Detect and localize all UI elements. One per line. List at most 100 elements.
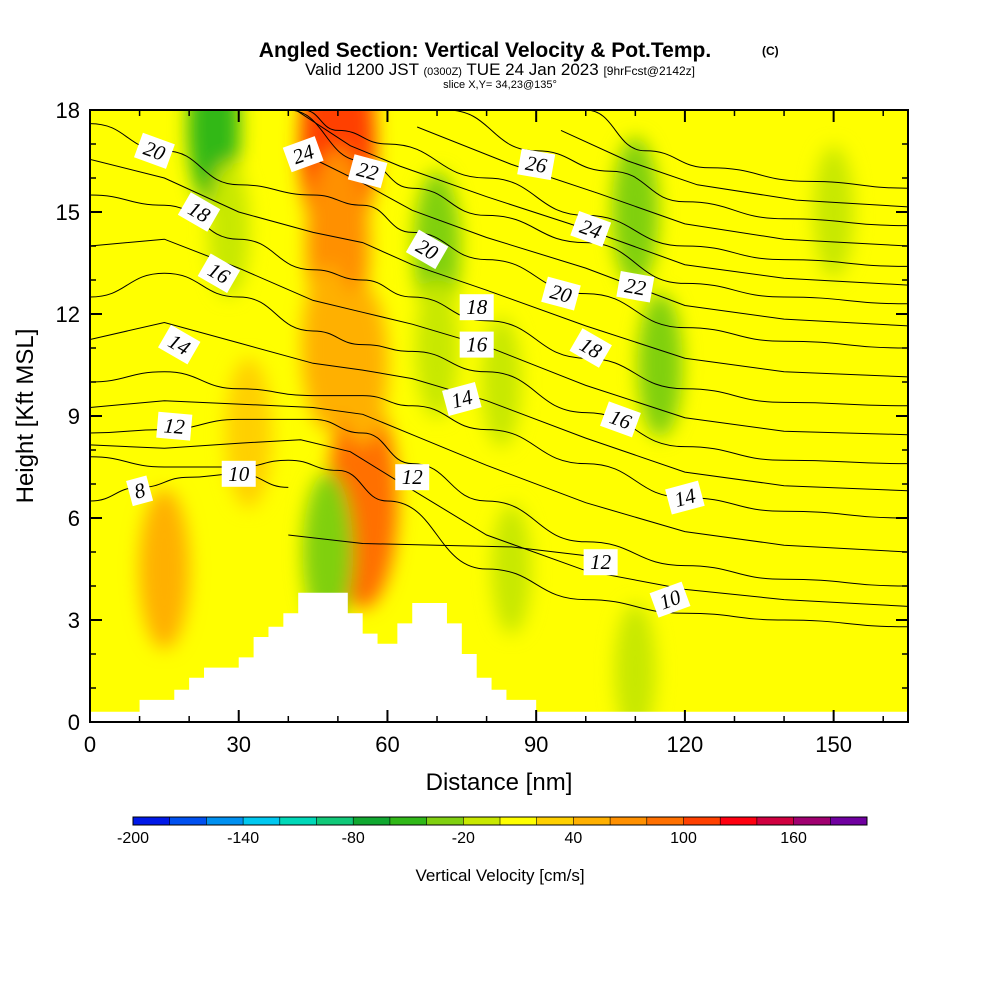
colorbar-segment bbox=[426, 817, 464, 825]
contour-label-10: 10 bbox=[221, 460, 256, 487]
velocity-cell-16 bbox=[763, 586, 805, 722]
chart-title: Angled Section: Vertical Velocity & Pot.… bbox=[259, 39, 711, 62]
colorbar-segment bbox=[279, 817, 317, 825]
x-tick-label: 90 bbox=[524, 732, 548, 757]
contour-label-text: 12 bbox=[590, 550, 612, 574]
contour-label-box bbox=[282, 136, 324, 173]
contour-label-text: 12 bbox=[163, 413, 187, 439]
contour-label-box bbox=[583, 549, 618, 576]
colorbar-segment bbox=[646, 817, 684, 825]
colorbar-segment bbox=[389, 817, 428, 825]
contour-label-box bbox=[442, 382, 482, 416]
theta-contour-mid bbox=[417, 126, 908, 247]
theta-contour-20 bbox=[90, 123, 908, 349]
contour-label-text: 10 bbox=[228, 462, 250, 486]
contour-label-8: 8 bbox=[126, 475, 154, 507]
colorbar-segment bbox=[536, 817, 574, 825]
y-tick-label: 3 bbox=[68, 608, 80, 633]
y-tick-label: 15 bbox=[56, 200, 80, 225]
contour-label-16: 16 bbox=[600, 401, 641, 438]
contour-label-text: 22 bbox=[623, 273, 648, 300]
x-tick-label: 150 bbox=[815, 732, 852, 757]
contour-label-box bbox=[600, 401, 641, 438]
colorbar-segment bbox=[463, 817, 501, 825]
contour-label-26: 26 bbox=[517, 148, 556, 181]
contour-label-box bbox=[221, 460, 256, 487]
contour-label-22: 22 bbox=[347, 154, 388, 189]
contour-label-22: 22 bbox=[616, 271, 655, 303]
slice-info: slice X,Y= 34,23@135° bbox=[443, 79, 557, 91]
y-axis-title: Height [Kft MSL] bbox=[12, 329, 39, 504]
colorbar-tick-label: 40 bbox=[565, 830, 583, 847]
velocity-cell-9 bbox=[302, 472, 354, 632]
theta-contour-18 bbox=[90, 194, 908, 407]
velocity-cell-17 bbox=[589, 415, 632, 553]
x-tick-label: 60 bbox=[375, 732, 399, 757]
x-axis-title: Distance [nm] bbox=[426, 769, 573, 796]
colorbar-tick-label: 160 bbox=[780, 830, 807, 847]
contour-label-box bbox=[395, 464, 430, 491]
colorbar-tick-label: -80 bbox=[342, 830, 365, 847]
contour-label-20: 20 bbox=[541, 276, 581, 311]
colorbar-segment bbox=[316, 817, 354, 825]
subtitle-forecast: [9hrFcst@2142z] bbox=[603, 64, 695, 78]
colorbar-segment bbox=[573, 817, 611, 825]
colorbar-segment bbox=[133, 817, 171, 825]
colorbar-tick-label: -20 bbox=[452, 830, 475, 847]
contour-label-box bbox=[347, 154, 388, 189]
y-tick-label: 9 bbox=[68, 404, 80, 429]
theta-contour-28 bbox=[585, 110, 908, 189]
theta-contour-26 bbox=[446, 110, 908, 227]
velocity-cell-15 bbox=[614, 603, 657, 722]
theta-contour-16 bbox=[90, 272, 908, 465]
colorbar-tick-label: 100 bbox=[670, 830, 697, 847]
contour-label-box bbox=[570, 210, 612, 248]
colorbar-segment bbox=[500, 817, 538, 825]
contour-label-12: 12 bbox=[156, 411, 193, 441]
colorbar-segment bbox=[683, 817, 721, 825]
y-tick-label: 6 bbox=[68, 506, 80, 531]
contour-label-box bbox=[126, 475, 154, 507]
colorbar: -200 -140 -80 -20 40 100 160 bbox=[117, 816, 868, 847]
y-axis: 0 3 6 9 12 15 18 bbox=[56, 98, 908, 735]
colorbar-segment bbox=[206, 817, 244, 825]
contour-label-18: 18 bbox=[459, 294, 494, 321]
contour-label-box bbox=[517, 148, 556, 181]
colorbar-segment bbox=[243, 817, 281, 825]
chart-title-mark: (C) bbox=[762, 44, 779, 58]
velocity-cell-14 bbox=[491, 504, 532, 634]
theta-contour-mid bbox=[90, 321, 908, 492]
colorbar-segment bbox=[756, 817, 795, 825]
contour-label-text: 16 bbox=[466, 333, 488, 357]
chart-subtitle: Valid 1200 JST (0300Z) TUE 24 Jan 2023 [… bbox=[305, 60, 695, 79]
colorbar-segment bbox=[793, 817, 831, 825]
x-tick-label: 120 bbox=[667, 732, 704, 757]
velocity-cell-4 bbox=[337, 285, 388, 445]
x-axis: 0 30 60 90 120 150 bbox=[84, 110, 884, 757]
contour-label-14: 14 bbox=[442, 382, 482, 416]
theta-contour-mid bbox=[288, 534, 599, 558]
theta-contour-mid bbox=[560, 129, 908, 208]
contour-label-box bbox=[665, 480, 705, 515]
contour-label-box bbox=[459, 294, 494, 321]
contour-label-box bbox=[541, 276, 581, 311]
theta-contour-mid bbox=[295, 110, 908, 286]
y-tick-label: 0 bbox=[68, 710, 80, 735]
y-tick-label: 12 bbox=[56, 302, 80, 327]
colorbar-title: Vertical Velocity [cm/s] bbox=[415, 866, 584, 885]
contour-label-box bbox=[158, 324, 201, 365]
colorbar-segment bbox=[169, 817, 207, 825]
velocity-cell-18 bbox=[813, 146, 854, 278]
contour-label-24: 24 bbox=[282, 136, 324, 173]
contour-label-24: 24 bbox=[570, 210, 612, 248]
colorbar-tick-label: -200 bbox=[117, 830, 149, 847]
theta-contour-mid bbox=[90, 158, 908, 378]
contour-label-16: 16 bbox=[459, 331, 494, 358]
x-tick-label: 30 bbox=[226, 732, 250, 757]
theta-contours bbox=[90, 110, 908, 628]
contour-label-10: 10 bbox=[649, 581, 691, 618]
theta-contour-24 bbox=[303, 110, 908, 267]
velocity-cell-12 bbox=[139, 489, 190, 649]
subtitle-utc: (0300Z) bbox=[423, 66, 462, 78]
